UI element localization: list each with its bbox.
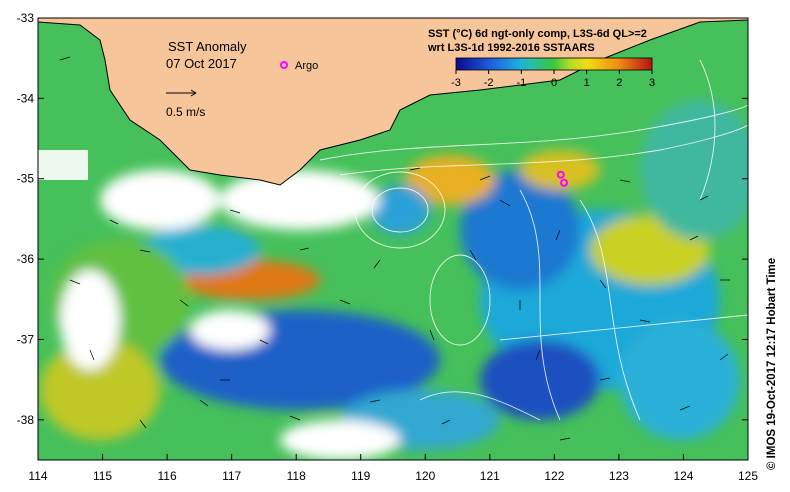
x-tick-label: 119 <box>351 469 370 483</box>
product-line-2: wrt L3S-1d 1992-2016 SSTAARS <box>427 42 595 54</box>
colorbar-tick-label: -1 <box>516 77 526 89</box>
colorbar-tick-label: 3 <box>649 77 655 89</box>
y-tick-label: -35 <box>17 172 35 186</box>
argo-label: Argo <box>295 60 318 72</box>
y-tick-label: -36 <box>17 252 35 266</box>
current-vectors <box>59 56 730 441</box>
contours <box>319 59 748 421</box>
longitude-axis: 114 115 116 117 118 119 120 121 122 123 124 125 <box>28 454 758 483</box>
y-tick-label: -37 <box>17 332 35 346</box>
x-tick-label: 124 <box>673 469 693 483</box>
x-tick-label: 116 <box>158 469 177 483</box>
plot-frame <box>37 17 749 461</box>
colorbar-tick-label: 2 <box>616 77 622 89</box>
argo-float-icon <box>556 170 565 179</box>
colorbar-tick-label: 1 <box>584 77 590 89</box>
x-tick-label: 115 <box>93 469 112 483</box>
x-tick-label: 125 <box>738 469 758 483</box>
sst-field <box>38 18 748 460</box>
argo-floats <box>556 170 569 187</box>
colorbar-ticks: -3 -2 -1 0 1 2 3 <box>451 70 655 89</box>
colorbar-tick-label: 0 <box>551 77 557 89</box>
y-tick-label: -38 <box>17 413 35 427</box>
map-title: SST Anomaly <box>168 39 247 54</box>
x-tick-label: 121 <box>480 469 500 483</box>
x-tick-label: 118 <box>287 469 306 483</box>
x-tick-label: 117 <box>222 469 241 483</box>
y-tick-label: -34 <box>17 91 35 105</box>
velocity-scale: 0.5 m/s <box>166 89 205 119</box>
colorbar <box>455 57 653 71</box>
credit-text: © IMOS 19-Oct-2017 12:17 Hobart Time <box>766 257 778 470</box>
argo-legend: Argo <box>280 60 318 72</box>
x-tick-label: 123 <box>609 469 629 483</box>
x-tick-label: 114 <box>28 469 47 483</box>
argo-float-icon <box>560 178 569 187</box>
y-tick-label: -33 <box>17 11 35 25</box>
x-tick-label: 122 <box>544 469 564 483</box>
scale-label: 0.5 m/s <box>166 105 205 119</box>
product-line-1: SST (°C) 6d ngt-only comp, L3S-6d QL>=2 <box>428 28 647 40</box>
map-date: 07 Oct 2017 <box>166 56 237 71</box>
argo-marker-icon <box>280 61 288 69</box>
latitude-axis: -33-34-35-36-37-38 <box>17 11 748 427</box>
x-tick-label: 120 <box>415 469 435 483</box>
colorbar-tick-label: -3 <box>451 77 461 89</box>
colorbar-tick-label: -2 <box>484 77 494 89</box>
